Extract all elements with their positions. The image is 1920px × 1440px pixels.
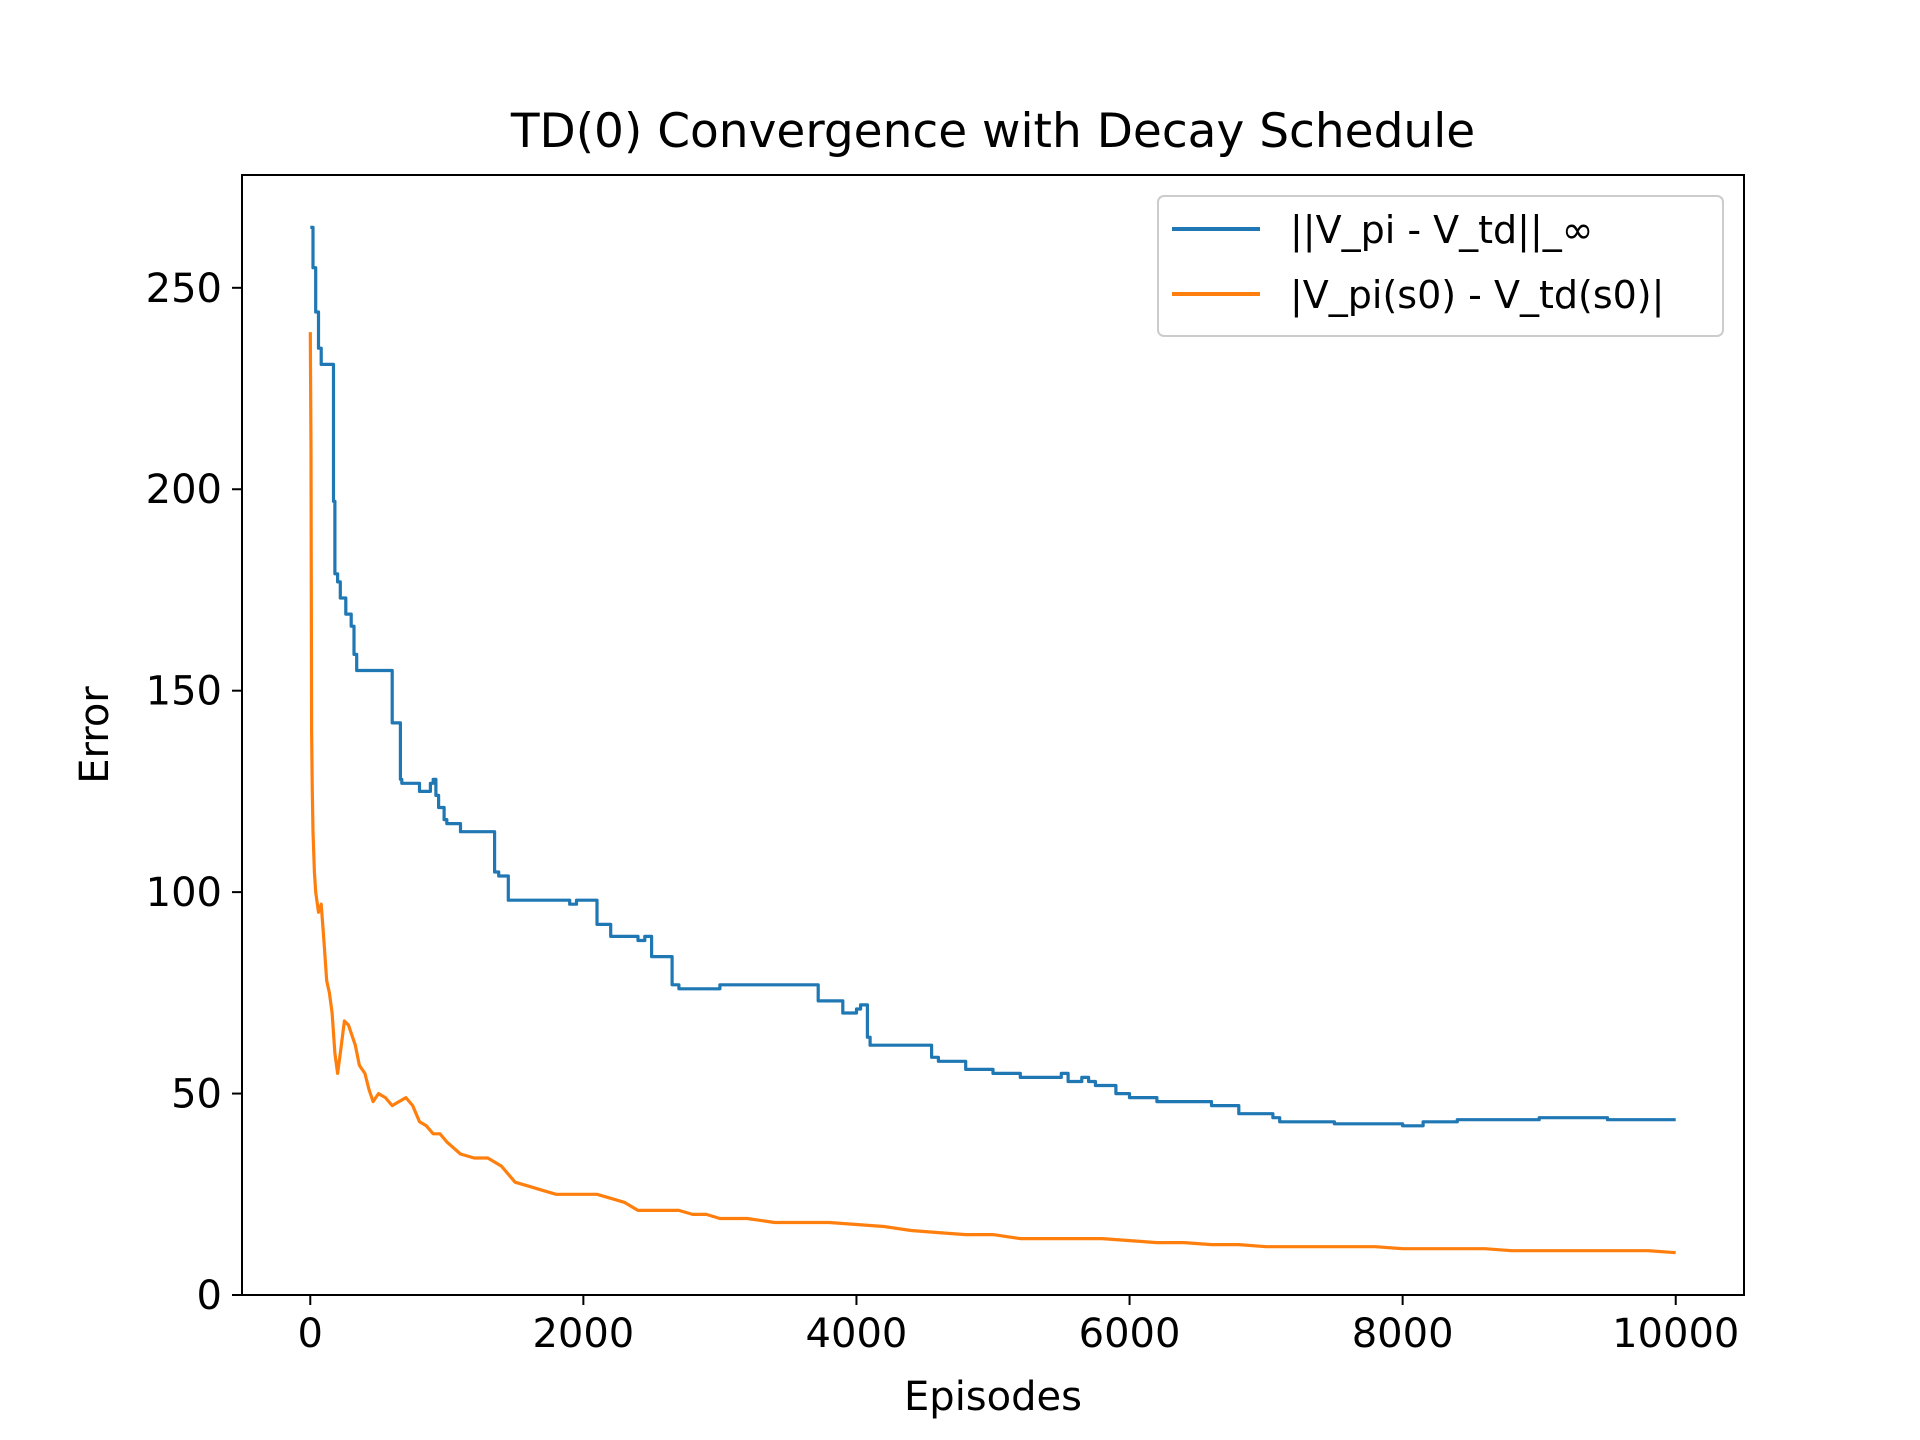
plot-frame: [241, 174, 1745, 1296]
plot-area: [308, 225, 1676, 1255]
legend-label-series-1: ||V_pi - V_td||_∞: [1290, 208, 1593, 253]
legend-label-series-2: |V_pi(s0) - V_td(s0)|: [1290, 273, 1664, 318]
y-axis: 0 50 100 150 200 250: [146, 266, 242, 1319]
legend: ||V_pi - V_td||_∞ |V_pi(s0) - V_td(s0)|: [1157, 195, 1724, 337]
x-axis-label: Episodes: [904, 1374, 1082, 1420]
y-tick-label: 0: [197, 1273, 222, 1319]
series-2-line: [308, 332, 1676, 1255]
x-tick-label: 2000: [532, 1311, 634, 1357]
x-tick-label: 4000: [806, 1311, 908, 1357]
y-tick-label: 150: [146, 669, 222, 715]
x-tick-label: 0: [298, 1311, 323, 1357]
y-tick-label: 50: [171, 1072, 222, 1118]
y-tick-label: 250: [146, 266, 222, 312]
y-tick-label: 100: [146, 870, 222, 916]
series-1-line: [310, 225, 1676, 1128]
x-tick-label: 8000: [1352, 1311, 1454, 1357]
x-axis: 0 2000 4000 6000 8000 10000: [298, 1295, 1739, 1357]
x-tick-label: 6000: [1079, 1311, 1181, 1357]
legend-box: [1157, 195, 1724, 337]
chart-title: TD(0) Convergence with Decay Schedule: [510, 104, 1475, 159]
y-axis-label: Error: [72, 686, 118, 784]
series-layer: [308, 225, 1676, 1255]
x-tick-label: 10000: [1612, 1311, 1739, 1357]
y-tick-label: 200: [146, 467, 222, 513]
